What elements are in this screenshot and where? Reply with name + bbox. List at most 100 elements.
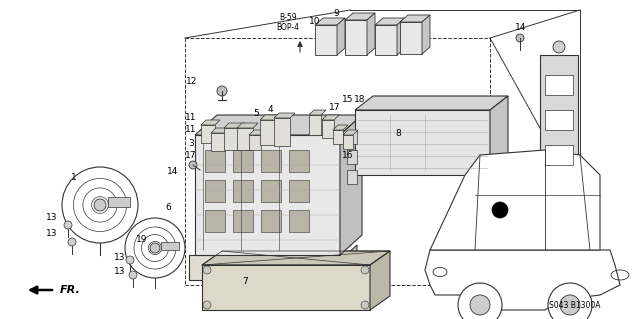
Polygon shape [355, 96, 508, 110]
Circle shape [126, 256, 134, 264]
Bar [205, 180, 225, 202]
Text: 15: 15 [342, 95, 354, 105]
Circle shape [62, 167, 138, 243]
Polygon shape [345, 20, 367, 55]
Bar [545, 110, 573, 130]
Text: 3: 3 [188, 138, 194, 147]
Bar [289, 150, 309, 172]
Polygon shape [211, 133, 225, 151]
Polygon shape [201, 120, 220, 125]
Polygon shape [322, 115, 339, 120]
Bar [289, 210, 309, 232]
Text: 13: 13 [46, 213, 58, 222]
Polygon shape [195, 135, 340, 255]
Polygon shape [309, 110, 326, 115]
Polygon shape [274, 113, 295, 118]
Polygon shape [333, 125, 348, 130]
Polygon shape [249, 135, 261, 150]
Circle shape [361, 301, 369, 309]
Bar [545, 145, 573, 165]
Bar [347, 150, 357, 164]
Polygon shape [430, 150, 600, 250]
Bar [545, 75, 573, 95]
Bar [289, 180, 309, 202]
Polygon shape [340, 115, 362, 255]
Polygon shape [400, 15, 430, 22]
Circle shape [560, 295, 580, 315]
Text: 1: 1 [71, 174, 77, 182]
Bar [108, 197, 130, 207]
Text: 14: 14 [167, 167, 179, 175]
Circle shape [94, 199, 106, 211]
Bar [205, 210, 225, 232]
Polygon shape [355, 110, 490, 175]
Circle shape [470, 295, 490, 315]
Circle shape [189, 161, 197, 169]
Circle shape [129, 271, 137, 279]
Polygon shape [224, 123, 245, 128]
Polygon shape [189, 255, 346, 280]
Text: 4: 4 [267, 106, 273, 115]
Bar [205, 150, 225, 172]
Text: 18: 18 [355, 95, 365, 105]
Polygon shape [202, 251, 390, 265]
Polygon shape [315, 25, 337, 55]
Circle shape [150, 243, 160, 253]
Polygon shape [346, 245, 357, 280]
Circle shape [548, 283, 592, 319]
Circle shape [553, 41, 565, 53]
Text: S043 B1300A: S043 B1300A [549, 300, 601, 309]
Polygon shape [249, 130, 266, 135]
Text: B-59: B-59 [279, 13, 297, 23]
Polygon shape [237, 128, 253, 150]
Bar [347, 170, 357, 184]
Circle shape [361, 266, 369, 274]
Polygon shape [201, 125, 215, 143]
Polygon shape [422, 15, 430, 54]
Polygon shape [345, 13, 375, 20]
Bar [347, 130, 357, 144]
Polygon shape [260, 120, 276, 145]
Polygon shape [490, 96, 508, 175]
Bar [161, 242, 179, 250]
Text: 6: 6 [165, 204, 171, 212]
Circle shape [125, 218, 185, 278]
Text: BOP-4: BOP-4 [276, 24, 300, 33]
Polygon shape [315, 18, 345, 25]
Polygon shape [237, 123, 258, 128]
Polygon shape [370, 251, 390, 310]
Text: 13: 13 [115, 254, 125, 263]
Text: 9: 9 [333, 10, 339, 19]
Bar [233, 150, 253, 172]
Polygon shape [195, 115, 362, 135]
Circle shape [217, 86, 227, 96]
Polygon shape [260, 115, 281, 120]
Circle shape [458, 283, 502, 319]
Polygon shape [224, 128, 240, 150]
Polygon shape [367, 13, 375, 55]
Text: 13: 13 [46, 228, 58, 238]
Text: 14: 14 [515, 24, 527, 33]
Text: 10: 10 [309, 18, 321, 26]
Circle shape [203, 301, 211, 309]
Bar [233, 180, 253, 202]
Polygon shape [375, 25, 397, 55]
Text: 17: 17 [185, 152, 196, 160]
Polygon shape [397, 18, 405, 55]
Bar [233, 210, 253, 232]
Bar [540, 55, 578, 185]
Circle shape [203, 266, 211, 274]
Polygon shape [375, 18, 405, 25]
Bar [261, 210, 281, 232]
Text: 12: 12 [186, 78, 198, 86]
Polygon shape [322, 120, 334, 138]
Text: 7: 7 [242, 278, 248, 286]
Bar [261, 180, 281, 202]
Polygon shape [425, 250, 620, 310]
Text: 17: 17 [329, 103, 340, 113]
Text: 8: 8 [395, 130, 401, 138]
Text: 13: 13 [115, 268, 125, 277]
Text: 16: 16 [342, 151, 354, 160]
Polygon shape [309, 115, 321, 135]
Polygon shape [343, 135, 353, 149]
